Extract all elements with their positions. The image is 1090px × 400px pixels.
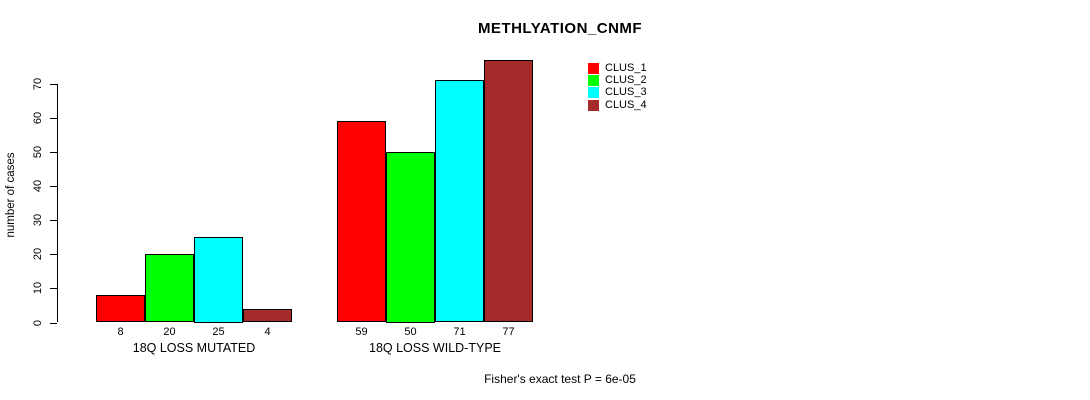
bar-clus_4-group2 bbox=[484, 59, 533, 323]
legend-label: CLUS_3 bbox=[605, 86, 647, 99]
bar-clus_3-group1 bbox=[194, 237, 243, 323]
chart-title: METHLYATION_CNMF bbox=[477, 20, 643, 37]
legend-label: CLUS_4 bbox=[605, 98, 647, 111]
y-tick-label: 20 bbox=[32, 248, 44, 261]
bar-clus_3-group2 bbox=[435, 80, 484, 323]
y-tick bbox=[50, 220, 57, 222]
y-tick bbox=[50, 322, 57, 324]
y-tick bbox=[50, 288, 57, 290]
bar-value-label: 50 bbox=[404, 326, 417, 338]
bar-value-label: 77 bbox=[502, 326, 515, 338]
y-tick-label: 70 bbox=[32, 77, 44, 90]
bar-value-label: 25 bbox=[212, 326, 225, 338]
legend-item-clus_1: CLUS_1 bbox=[588, 62, 647, 74]
y-tick-label: 30 bbox=[32, 214, 44, 227]
y-tick bbox=[50, 83, 57, 85]
bar-value-label: 4 bbox=[264, 326, 271, 338]
y-tick bbox=[50, 186, 57, 188]
bar-value-label: 71 bbox=[453, 326, 466, 338]
legend-item-clus_2: CLUS_2 bbox=[588, 74, 647, 86]
legend-item-clus_4: CLUS_4 bbox=[588, 99, 647, 111]
bar-clus_2-group2 bbox=[386, 152, 435, 323]
bar-clus_1-group2 bbox=[337, 121, 386, 323]
legend: CLUS_1 CLUS_2 CLUS_3 CLUS_4 bbox=[588, 62, 647, 111]
legend-swatch-clus_3 bbox=[588, 87, 599, 99]
y-tick bbox=[50, 117, 57, 119]
fisher-test-annotation: Fisher's exact test P = 6e-05 bbox=[484, 372, 636, 386]
y-tick-label: 60 bbox=[32, 111, 44, 125]
legend-item-clus_3: CLUS_3 bbox=[588, 87, 647, 99]
y-axis-line bbox=[57, 83, 58, 323]
legend-swatch-clus_2 bbox=[588, 74, 599, 86]
y-tick-label: 0 bbox=[32, 319, 44, 326]
legend-label: CLUS_1 bbox=[605, 61, 647, 74]
legend-label: CLUS_2 bbox=[605, 73, 647, 86]
legend-swatch-clus_4 bbox=[588, 99, 599, 111]
y-tick-label: 50 bbox=[32, 145, 44, 159]
bar-value-label: 59 bbox=[355, 326, 368, 338]
x-group-label: 18Q LOSS WILD-TYPE bbox=[369, 341, 501, 355]
bar-clus_4-group1 bbox=[243, 308, 292, 323]
y-tick-label: 10 bbox=[32, 282, 44, 295]
y-axis-label: number of cases bbox=[5, 152, 17, 238]
y-tick bbox=[50, 152, 57, 153]
y-tick-label: 40 bbox=[32, 179, 44, 193]
y-tick bbox=[50, 254, 57, 256]
bar-value-label: 8 bbox=[117, 326, 124, 338]
bar-value-label: 20 bbox=[163, 326, 176, 338]
x-group-label: 18Q LOSS MUTATED bbox=[132, 341, 256, 355]
bar-clus_1-group1 bbox=[96, 295, 145, 323]
legend-swatch-clus_1 bbox=[588, 62, 599, 74]
bar-clus_2-group1 bbox=[145, 254, 194, 323]
